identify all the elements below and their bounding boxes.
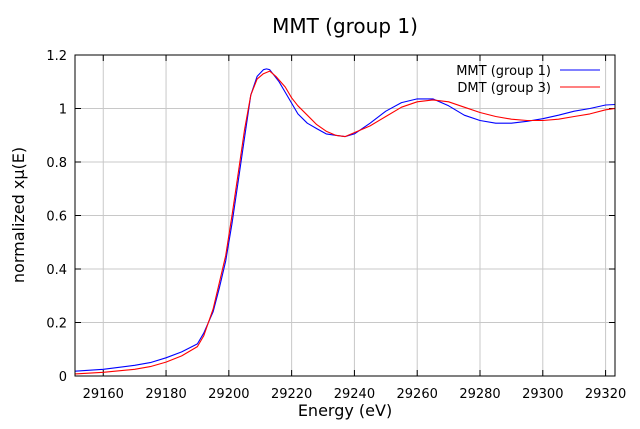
plot-frame	[74, 54, 616, 377]
legend-label-mmt: MMT (group 1)	[456, 64, 551, 79]
x-tick-label: 29200	[208, 387, 249, 402]
series-lines	[74, 68, 616, 375]
y-tick-label: 1.2	[46, 49, 67, 64]
y-tick-label: 0.6	[46, 210, 67, 225]
series-line-dmt	[74, 70, 616, 375]
y-tick-label: 0	[59, 370, 67, 385]
y-tick-label: 0.2	[46, 317, 67, 332]
y-axis-label: normalized xμ(E)	[9, 147, 28, 283]
x-tick-label: 29320	[585, 387, 626, 402]
x-tick-label: 29280	[459, 387, 500, 402]
y-tick-label: 1	[59, 103, 67, 118]
tick-labels: 29160 29180 29200 29220 29240 29260 29280 29300…	[46, 49, 626, 402]
y-tick-label: 0.8	[46, 156, 67, 171]
x-tick-label: 29240	[334, 387, 375, 402]
chart-title: MMT (group 1)	[272, 14, 418, 38]
legend-label-dmt: DMT (group 3)	[457, 81, 551, 96]
x-axis-label: Energy (eV)	[298, 401, 392, 420]
x-tick-label: 29260	[397, 387, 438, 402]
x-tick-label: 29300	[522, 387, 563, 402]
legend: MMT (group 1) DMT (group 3)	[456, 64, 600, 96]
x-tick-label: 29180	[145, 387, 186, 402]
x-tick-label: 29220	[271, 387, 312, 402]
x-tick-label: 29160	[83, 387, 124, 402]
y-tick-label: 0.4	[46, 263, 67, 278]
